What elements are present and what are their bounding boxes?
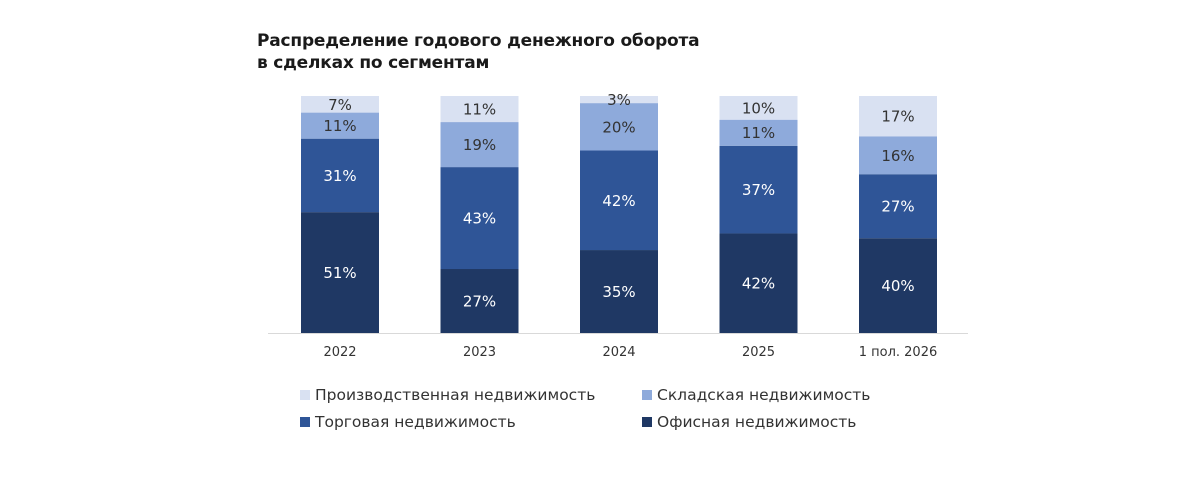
bar-segment-production-2 [580,96,658,104]
data-label-retail-4: 27% [881,198,914,216]
legend-item-retail: Торговая недвижимость [300,413,516,431]
bar-segment-office-4 [859,238,937,333]
legend-swatch-office [642,417,652,427]
data-label-office-0: 51% [323,264,356,282]
x-tick-label-2: 2024 [602,345,635,360]
bar-segment-retail-3 [719,145,798,234]
data-label-office-3: 42% [742,275,775,293]
data-label-warehouse-0: 11% [323,117,356,135]
bar-segment-retail-4 [859,174,937,239]
legend-item-office: Офисная недвижимость [642,413,856,431]
data-label-warehouse-2: 20% [602,118,635,136]
data-label-retail-0: 31% [323,167,356,185]
legend-label-warehouse: Складская недвижимость [657,386,871,404]
bar-segment-production-1 [440,96,519,123]
bar-segment-warehouse-4 [859,136,937,175]
bar-segment-warehouse-1 [440,122,519,168]
bar-segment-retail-2 [580,150,658,251]
legend-item-production: Производственная недвижимость [300,386,595,404]
bar-segment-retail-1 [440,167,519,270]
bar-segment-retail-0 [301,138,379,213]
legend-label-production: Производственная недвижимость [315,386,596,404]
legend-item-warehouse: Складская недвижимость [642,386,870,404]
bar-segment-production-0 [301,96,379,113]
x-tick-label-4: 1 пол. 2026 [859,345,938,360]
x-tick-label-0: 2022 [323,345,356,360]
data-label-office-2: 35% [602,283,635,301]
data-label-production-3: 10% [742,99,775,117]
chart-title-line-2: в сделках по сегментам [257,53,490,73]
legend-label-retail: Торговая недвижимость [315,413,516,431]
x-tick-label-3: 2025 [742,345,775,360]
data-label-production-4: 17% [881,108,914,126]
bar-segment-office-2 [580,250,658,333]
data-label-warehouse-3: 11% [742,124,775,142]
data-label-warehouse-1: 19% [463,136,496,154]
bar-segment-office-1 [440,269,519,333]
bar-segment-warehouse-0 [301,112,379,139]
bar-segment-office-0 [301,212,379,333]
bar-segment-production-4 [859,96,937,137]
legend-label-office: Офисная недвижимость [657,413,857,431]
data-label-production-0: 7% [328,96,352,114]
legend-swatch-warehouse [642,390,652,400]
bar-segment-warehouse-2 [580,103,658,151]
chart-legend: Производственная недвижимость Складская … [300,386,940,438]
data-label-production-1: 11% [463,101,496,119]
data-label-production-2: 3% [607,91,631,109]
data-label-warehouse-4: 16% [881,147,914,165]
chart-title-line-1: Распределение годового денежного оборота [257,31,700,51]
bar-segment-office-3 [719,233,798,333]
data-label-retail-2: 42% [602,192,635,210]
bar-segment-production-3 [719,96,798,120]
data-label-office-4: 40% [881,277,914,295]
x-tick-label-1: 2023 [463,345,496,360]
chart-title: Распределение годового денежного оборота… [257,30,777,74]
bar-segment-warehouse-3 [719,119,798,146]
data-label-retail-1: 43% [463,210,496,228]
legend-swatch-production [300,390,310,400]
data-label-office-1: 27% [463,293,496,311]
data-label-retail-3: 37% [742,181,775,199]
legend-swatch-retail [300,417,310,427]
